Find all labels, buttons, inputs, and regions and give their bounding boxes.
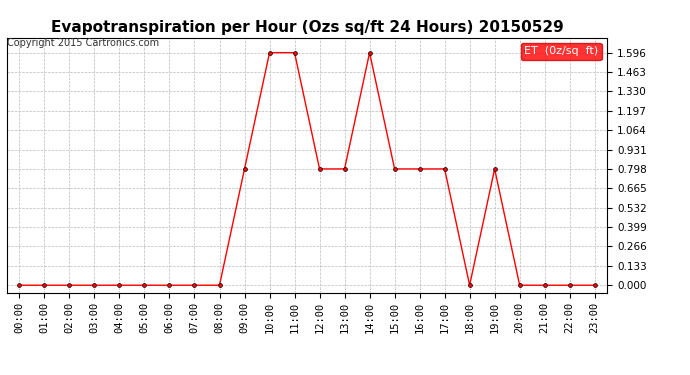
Legend: ET  (0z/sq  ft): ET (0z/sq ft) [521,43,602,60]
Text: Copyright 2015 Cartronics.com: Copyright 2015 Cartronics.com [7,38,159,48]
Title: Evapotranspiration per Hour (Ozs sq/ft 24 Hours) 20150529: Evapotranspiration per Hour (Ozs sq/ft 2… [50,20,564,35]
